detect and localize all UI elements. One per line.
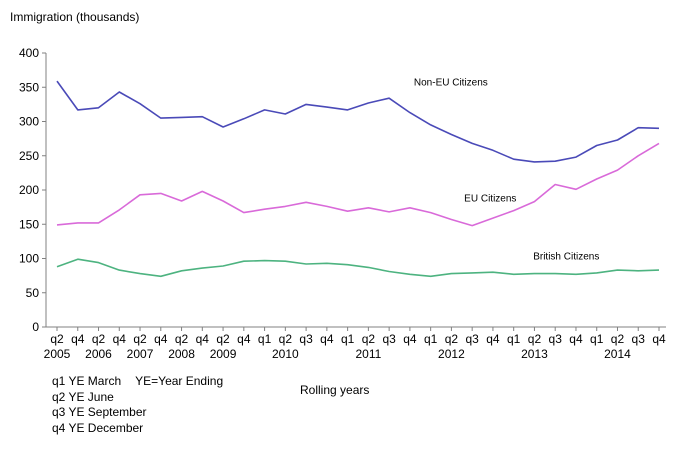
x-tick-quarter: q4 bbox=[486, 332, 500, 346]
x-tick-quarter: q2 bbox=[175, 332, 189, 346]
x-tick-year: 2007 bbox=[127, 347, 154, 361]
x-tick-quarter: q2 bbox=[279, 332, 293, 346]
x-tick-year: 2011 bbox=[355, 347, 381, 361]
note-q1: q1 YE March YE=Year Ending bbox=[52, 374, 223, 390]
x-tick-year: 2005 bbox=[44, 347, 71, 361]
x-tick-quarter: q4 bbox=[652, 332, 666, 346]
x-tick-quarter: q2 bbox=[133, 332, 147, 346]
x-tick-quarter: q1 bbox=[590, 332, 604, 346]
x-tick-quarter: q2 bbox=[50, 332, 64, 346]
x-tick-quarter: q2 bbox=[362, 332, 376, 346]
x-tick-quarter: q1 bbox=[424, 332, 438, 346]
x-tick-quarter: q4 bbox=[569, 332, 583, 346]
series-line-2 bbox=[56, 258, 660, 278]
x-tick-quarter: q4 bbox=[113, 332, 127, 346]
x-tick-quarter: q2 bbox=[216, 332, 230, 346]
series-lines bbox=[56, 80, 660, 278]
x-tick-quarter: q3 bbox=[382, 332, 396, 346]
x-tick-year: 2013 bbox=[521, 347, 548, 361]
y-tick-label: 50 bbox=[26, 286, 40, 300]
y-tick-label: 150 bbox=[19, 217, 39, 231]
x-tick-year: 2010 bbox=[272, 347, 299, 361]
note-ye-text: YE=Year Ending bbox=[135, 374, 224, 388]
x-tick-year: 2012 bbox=[438, 347, 465, 361]
x-tick-year: 2009 bbox=[210, 347, 237, 361]
note-q4: q4 YE December bbox=[52, 420, 144, 435]
y-tick-label: 200 bbox=[19, 183, 39, 197]
x-tick-quarter: q4 bbox=[71, 332, 85, 346]
x-tick-quarter: q1 bbox=[341, 332, 355, 346]
x-tick-quarter: q3 bbox=[549, 332, 563, 346]
y-tick-label: 0 bbox=[32, 320, 39, 334]
x-tick-quarter: q4 bbox=[237, 332, 251, 346]
x-tick-quarter: q4 bbox=[320, 332, 334, 346]
x-tick-quarter: q3 bbox=[632, 332, 646, 346]
x-tick-quarter: q4 bbox=[154, 332, 168, 346]
x-tick-quarter: q1 bbox=[507, 332, 521, 346]
series-line-0 bbox=[56, 80, 660, 163]
series-label-0: Non-EU Citizens bbox=[414, 78, 488, 89]
series-label-1: EU Citizens bbox=[464, 194, 516, 205]
y-tick-label: 250 bbox=[19, 149, 39, 163]
x-tick-year: 2008 bbox=[168, 347, 195, 361]
quarter-notes: q1 YE March YE=Year Ending q2 YE June q3 … bbox=[52, 374, 223, 436]
series-line-1 bbox=[56, 142, 660, 227]
y-tick-label: 350 bbox=[19, 80, 39, 94]
x-axis-label: Rolling years bbox=[300, 383, 370, 397]
note-q1-text: q1 YE March bbox=[52, 374, 122, 388]
x-tick-year: 2014 bbox=[604, 347, 631, 361]
series-labels: Non-EU Citizens EU Citizens British Citize… bbox=[414, 78, 599, 263]
y-axis-label: Immigration (thousands) bbox=[10, 10, 139, 24]
y-tick-label: 400 bbox=[19, 46, 39, 60]
y-tick-label: 300 bbox=[19, 115, 39, 129]
x-tick-quarter: q4 bbox=[403, 332, 417, 346]
x-tick-quarter: q4 bbox=[196, 332, 210, 346]
note-q2: q2 YE June bbox=[52, 389, 114, 404]
x-tick-quarter: q1 bbox=[258, 332, 272, 346]
x-tick-quarter: q2 bbox=[445, 332, 459, 346]
series-label-2: British Citizens bbox=[533, 252, 599, 263]
x-tick-year: 2006 bbox=[85, 347, 112, 361]
x-tick-quarter: q2 bbox=[92, 332, 106, 346]
y-tick-label: 100 bbox=[19, 252, 39, 266]
y-axis: 0 50 100 150 200 250 300 350 400 bbox=[19, 46, 47, 334]
x-tick-quarter: q3 bbox=[465, 332, 479, 346]
x-tick-quarter: q2 bbox=[611, 332, 625, 346]
x-tick-quarter: q2 bbox=[528, 332, 542, 346]
note-q3: q3 YE September bbox=[52, 405, 147, 419]
x-tick-quarter: q3 bbox=[299, 332, 313, 346]
